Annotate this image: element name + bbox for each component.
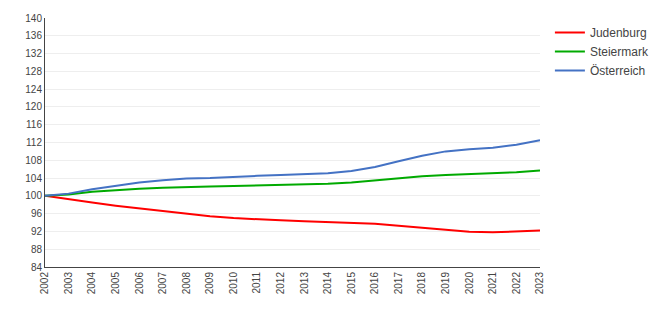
svg-text:128: 128	[25, 66, 42, 77]
svg-text:2016: 2016	[369, 272, 380, 295]
svg-text:92: 92	[31, 226, 43, 237]
svg-text:2003: 2003	[63, 272, 74, 295]
svg-text:2007: 2007	[157, 272, 168, 295]
svg-text:2008: 2008	[181, 272, 192, 295]
svg-text:2002: 2002	[39, 272, 50, 295]
svg-text:2019: 2019	[440, 272, 451, 295]
svg-text:2004: 2004	[86, 272, 97, 295]
svg-text:124: 124	[25, 84, 42, 95]
svg-text:2021: 2021	[487, 272, 498, 295]
svg-text:2022: 2022	[511, 272, 522, 295]
svg-text:140: 140	[25, 13, 42, 24]
svg-text:2017: 2017	[393, 272, 404, 295]
svg-text:2005: 2005	[110, 272, 121, 295]
svg-text:132: 132	[25, 48, 42, 59]
svg-text:84: 84	[31, 262, 43, 273]
svg-text:104: 104	[25, 173, 42, 184]
svg-text:112: 112	[26, 137, 42, 148]
svg-text:Judenburg: Judenburg	[590, 26, 647, 40]
svg-text:120: 120	[25, 101, 42, 112]
svg-text:108: 108	[25, 155, 42, 166]
svg-text:2011: 2011	[251, 272, 262, 294]
svg-text:116: 116	[26, 119, 42, 130]
svg-text:2012: 2012	[275, 272, 286, 295]
svg-text:2018: 2018	[416, 272, 427, 295]
svg-text:2013: 2013	[299, 272, 310, 295]
svg-text:96: 96	[31, 208, 43, 219]
svg-text:136: 136	[25, 30, 42, 41]
svg-text:88: 88	[31, 244, 43, 255]
svg-text:2009: 2009	[204, 272, 215, 295]
svg-text:Steiermark: Steiermark	[590, 45, 649, 59]
svg-text:2010: 2010	[228, 272, 239, 295]
svg-text:Österreich: Österreich	[590, 64, 645, 78]
svg-text:2014: 2014	[322, 272, 333, 295]
svg-text:2020: 2020	[464, 272, 475, 295]
svg-text:2023: 2023	[534, 272, 545, 295]
svg-text:100: 100	[25, 190, 42, 201]
svg-text:2015: 2015	[346, 272, 357, 295]
svg-text:2006: 2006	[134, 272, 145, 295]
